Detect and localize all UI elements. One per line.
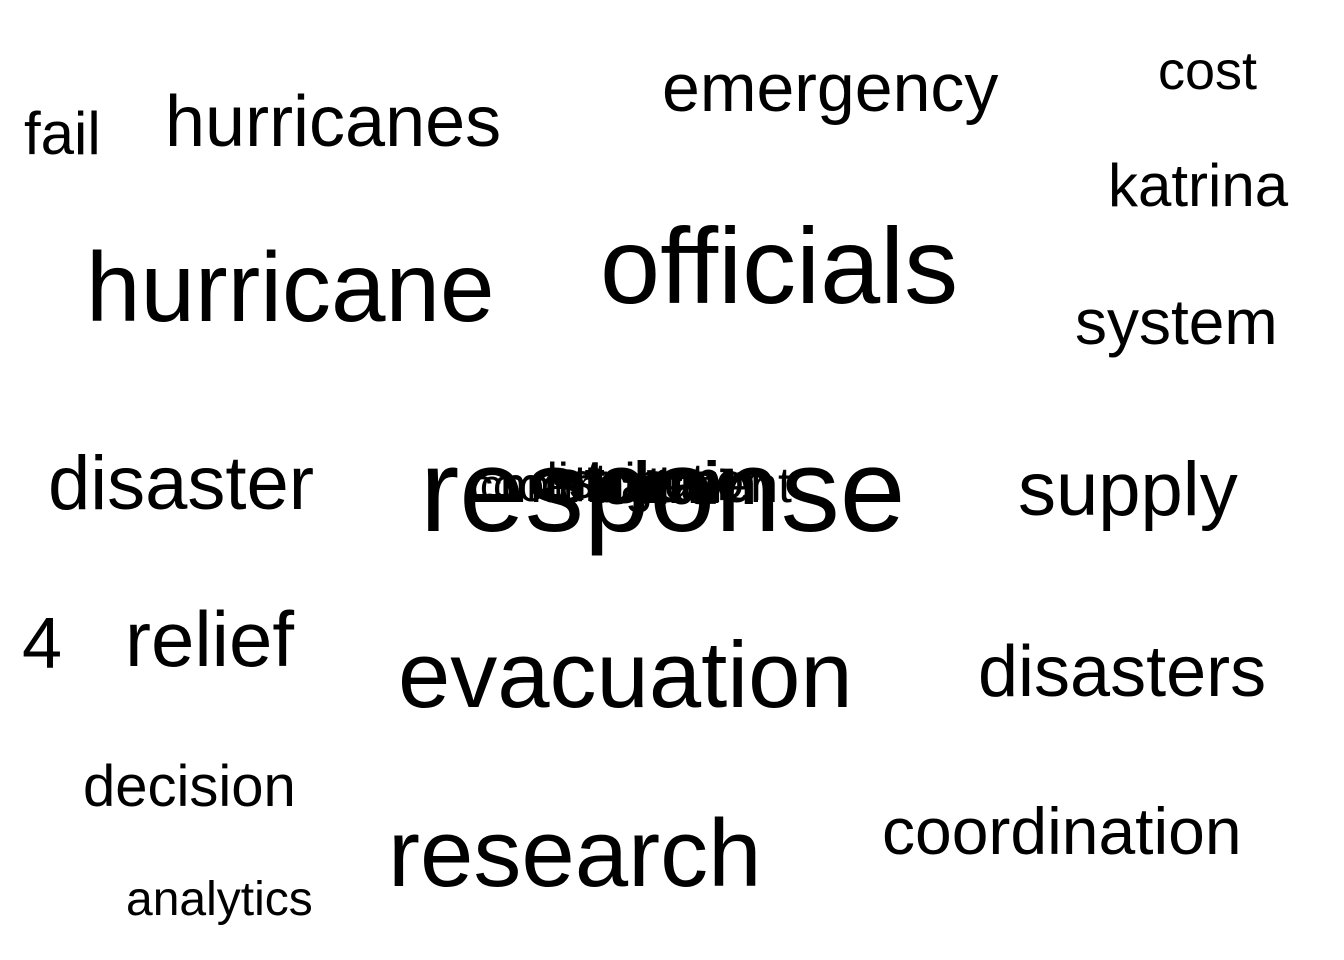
- word-cost: cost: [1158, 41, 1258, 101]
- word-evacuation: evacuation: [398, 622, 853, 727]
- word-distribution-overlap: distribution: [530, 453, 772, 509]
- word-research: research: [388, 800, 762, 907]
- word-disasters: disasters: [978, 632, 1267, 712]
- word-response: response: [420, 425, 906, 557]
- word-analytics: analytics: [126, 873, 313, 926]
- word-4: 4: [22, 604, 63, 684]
- word-system: system: [1075, 286, 1278, 358]
- word-disaster: disaster: [48, 441, 315, 526]
- word-supply: supply: [1018, 447, 1238, 532]
- word-coordination: coordination: [882, 794, 1242, 868]
- overlapping-word-cluster: coordination distribution storm chain ma…: [470, 448, 890, 517]
- word-katrina: katrina: [1108, 152, 1289, 219]
- word-management-overlap: management: [500, 457, 792, 513]
- word-coordination-overlap: coordination: [470, 459, 721, 511]
- word-communication-overlap: communication: [480, 461, 776, 510]
- word-officials: officials: [600, 205, 959, 326]
- word-hurricane: hurricane: [86, 232, 495, 342]
- word-decision: decision: [83, 754, 296, 819]
- word-chain-overlap: chain: [600, 450, 757, 517]
- word-emergency: emergency: [662, 50, 999, 126]
- word-storm-overlap: storm: [550, 448, 723, 517]
- word-hurricanes: hurricanes: [165, 82, 502, 162]
- word-fail: fail: [24, 100, 101, 167]
- word-relief: relief: [125, 595, 295, 683]
